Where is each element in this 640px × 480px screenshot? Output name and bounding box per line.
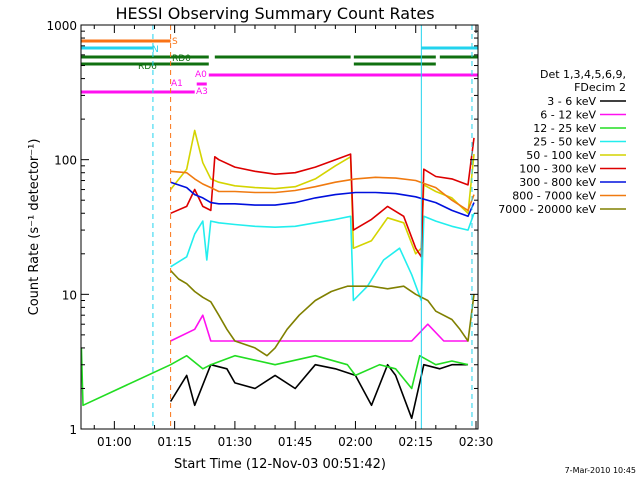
y-axis: 1 10 100 1000: [46, 19, 478, 437]
legend-label-6-12-kev: 6 - 12 keV: [540, 109, 596, 122]
y-axis-label: Count Rate (s⁻¹ detector⁻¹): [27, 139, 42, 316]
flag-label-rd6: RD6: [138, 62, 157, 72]
x-tick-label: 01:30: [218, 435, 253, 449]
flag-label-n: N: [152, 45, 159, 55]
y-tick-label: 1000: [46, 19, 77, 33]
x-tick-label: 02:30: [459, 435, 494, 449]
legend-header-line-2: FDecim 2: [574, 81, 626, 94]
legend-label-12-25-kev: 12 - 25 keV: [533, 122, 596, 135]
plot-area: S N RD0 RD6 A0 A1 A3: [80, 24, 479, 430]
flag-layer: S N RD0 RD6 A0 A1 A3: [81, 37, 478, 97]
series-line-300-800-kev: [170, 181, 475, 218]
series-line-25-50-kev: [170, 213, 475, 302]
x-tick-label: 02:00: [338, 435, 373, 449]
flag-label-a0: A0: [195, 70, 207, 80]
legend-label-100-300-kev: 100 - 300 keV: [519, 163, 596, 176]
x-tick-label: 01:45: [278, 435, 313, 449]
series-line-6-12-kev: [170, 314, 468, 342]
series-line-7000-20000-kev: [170, 270, 475, 357]
legend-label-300-800-kev: 300 - 800 keV: [519, 176, 596, 189]
x-tick-label: 02:15: [398, 435, 433, 449]
legend-label-50-100-kev: 50 - 100 keV: [526, 149, 596, 162]
legend-header-line-1: Det 1,3,4,5,6,9,: [540, 68, 626, 81]
series-line-12-25-kev: [80, 347, 469, 407]
generation-date: 7-Mar-2010 10:45: [565, 466, 636, 475]
legend-label-3-6-kev: 3 - 6 keV: [547, 95, 596, 108]
legend-label-7000-20000-kev: 7000 - 20000 keV: [498, 203, 596, 216]
chart-title: HESSI Observing Summary Count Rates: [115, 4, 434, 23]
legend-label-800-7000-kev: 800 - 7000 keV: [512, 190, 596, 203]
series-line-800-7000-kev: [170, 170, 475, 212]
x-axis: 01:00 01:15 01:30 01:45 02:00 02:15 02:30: [93, 25, 494, 449]
flag-label-a3: A3: [196, 87, 208, 97]
flag-label-s: S: [172, 37, 178, 47]
vertical-marker-layer: [152, 25, 473, 429]
series-line-100-300-kev: [170, 137, 475, 258]
flag-label-rd0: RD0: [172, 54, 191, 64]
y-tick-label: 10: [62, 288, 77, 302]
y-tick-label: 1: [69, 423, 77, 437]
x-axis-label: Start Time (12-Nov-03 00:51:42): [174, 457, 386, 472]
x-tick-label: 01:15: [157, 435, 192, 449]
plot-frame: [80, 24, 479, 430]
legend-label-25-50-kev: 25 - 50 keV: [533, 136, 596, 149]
series-line-50-100-kev: [169, 129, 475, 255]
x-tick-label: 01:00: [97, 435, 132, 449]
flag-label-a1: A1: [171, 79, 183, 89]
y-tick-label: 100: [54, 154, 77, 168]
